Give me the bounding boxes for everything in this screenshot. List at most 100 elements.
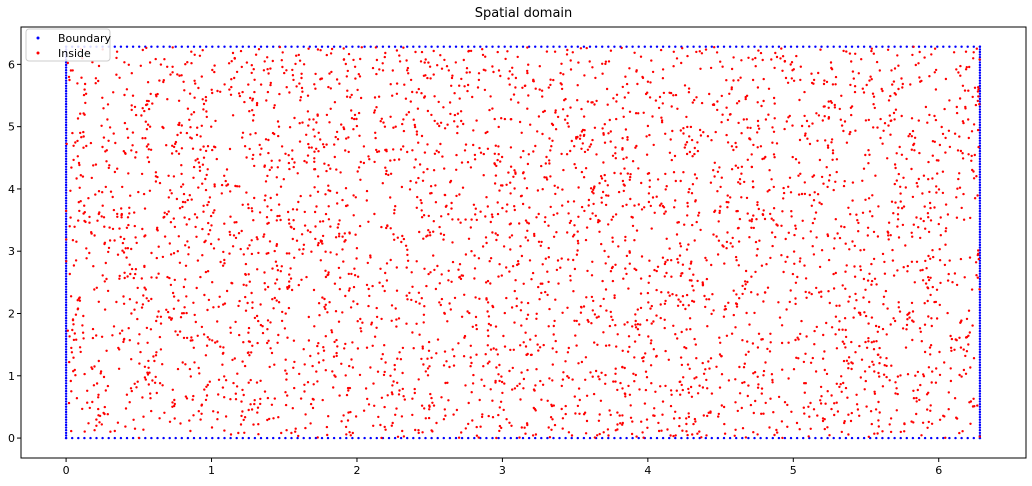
inside-point [707,411,710,414]
inside-point [666,258,669,262]
inside-point [258,211,262,214]
inside-point [295,54,298,57]
inside-point [689,262,693,265]
inside-point [812,253,816,256]
inside-point [857,72,860,75]
inside-point [76,117,80,120]
inside-point [181,183,185,186]
inside-point [603,141,607,144]
inside-point [291,208,295,211]
inside-point [462,58,465,62]
inside-point [233,221,236,224]
inside-point [157,310,160,313]
inside-point [784,237,787,241]
inside-point [344,62,347,66]
inside-point [426,357,429,360]
boundary-point [527,45,531,48]
inside-point [881,252,885,256]
inside-point [313,186,316,189]
inside-point [407,72,410,75]
inside-point [933,300,936,304]
inside-point [291,149,294,152]
inside-point [486,344,489,347]
boundary-point [64,275,68,278]
boundary-point [64,249,68,252]
inside-point [562,371,565,374]
boundary-point [607,436,610,440]
inside-point [356,347,360,350]
inside-point [621,205,624,208]
inside-point [648,179,651,182]
inside-point [184,201,187,204]
inside-point [163,235,167,238]
inside-point [409,179,412,183]
boundary-point [64,353,68,356]
inside-point [640,420,643,423]
inside-point [143,207,147,210]
inside-point [346,204,349,207]
inside-point [680,383,683,387]
inside-point [228,252,231,255]
inside-point [518,436,521,439]
inside-point [967,309,971,312]
inside-point [717,220,720,223]
boundary-point [64,403,68,406]
inside-point [870,341,873,344]
boundary-point [64,256,68,260]
boundary-point [978,220,982,223]
inside-point [462,122,465,126]
inside-point [333,101,337,104]
inside-point [573,395,576,398]
inside-point [885,364,888,368]
inside-point [101,204,104,207]
boundary-point [978,142,982,145]
inside-point [276,341,279,344]
inside-point [352,58,355,62]
boundary-point [369,436,372,440]
inside-point [971,168,974,172]
inside-point [707,298,711,301]
inside-point [392,126,395,129]
inside-point [974,103,978,107]
inside-point [391,69,394,72]
inside-point [346,89,349,92]
inside-point [357,166,361,169]
inside-point [273,104,276,107]
inside-point [510,118,513,121]
inside-point [184,278,187,281]
inside-point [122,251,126,254]
inside-point [770,373,774,376]
boundary-point [64,155,68,158]
inside-point [734,255,738,259]
boundary-point [64,162,68,166]
inside-point [373,96,377,99]
inside-point [589,143,593,146]
inside-point [554,192,557,196]
inside-point [777,395,781,399]
inside-point [675,294,678,297]
inside-point [78,186,81,189]
inside-point [889,417,893,420]
inside-point [569,68,573,71]
boundary-point [259,45,263,48]
inside-point [81,331,85,334]
inside-point [908,316,911,319]
inside-point [864,198,867,201]
inside-point [961,157,965,160]
inside-point [504,57,507,61]
inside-point [672,434,675,438]
boundary-point [978,337,982,341]
inside-point [132,276,135,280]
inside-point [314,237,317,241]
inside-point [649,81,652,84]
inside-point [550,145,553,148]
inside-point [352,128,355,131]
inside-point [569,279,572,282]
inside-point [607,132,610,135]
inside-point [174,330,177,333]
inside-point [580,147,583,150]
inside-point [896,213,900,216]
inside-point [292,165,295,169]
inside-point [156,226,159,229]
boundary-point [186,436,190,440]
